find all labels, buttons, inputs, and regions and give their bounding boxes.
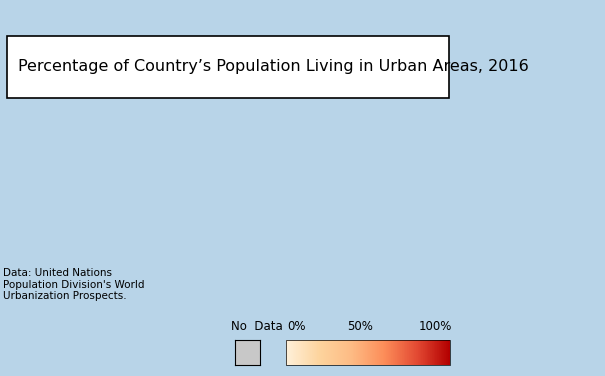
Text: No  Data: No Data: [231, 320, 283, 333]
Text: 100%: 100%: [419, 320, 453, 333]
Text: 50%: 50%: [347, 320, 373, 333]
FancyBboxPatch shape: [7, 36, 449, 98]
Text: Percentage of Country’s Population Living in Urban Areas, 2016: Percentage of Country’s Population Livin…: [18, 59, 529, 74]
Text: 0%: 0%: [287, 320, 306, 333]
Text: Data: United Nations
Population Division's World
Urbanization Prospects.: Data: United Nations Population Division…: [3, 268, 145, 301]
